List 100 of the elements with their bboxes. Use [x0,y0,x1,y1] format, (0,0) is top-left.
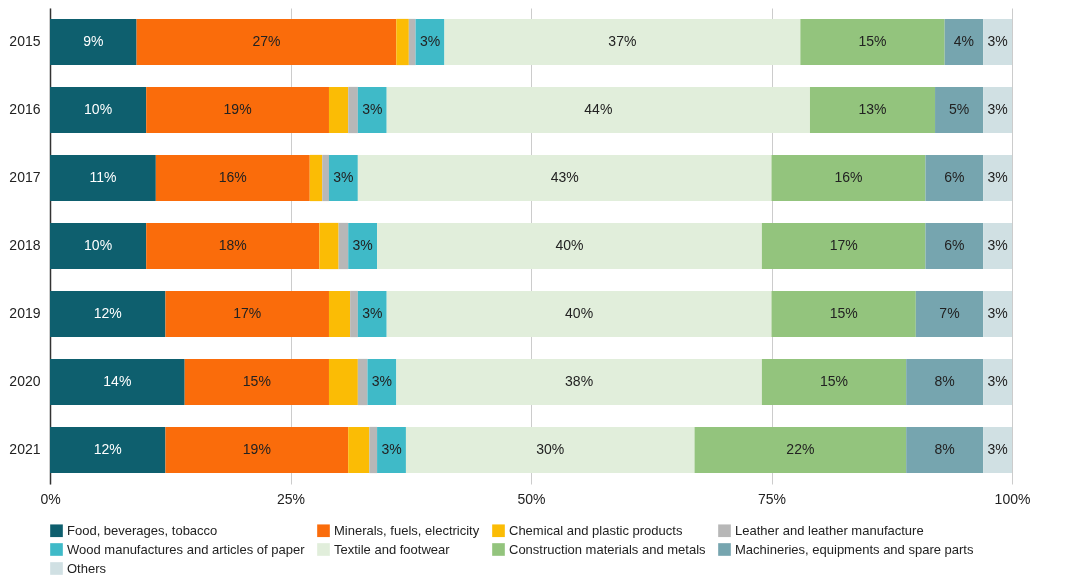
data-label: 17% [233,305,262,321]
bar [367,358,397,406]
bar [396,18,409,66]
data-label: 3% [362,101,383,117]
data-label: 19% [223,101,252,117]
x-tick-label: 50% [517,490,546,507]
legend-label: Food, beverages, tobacco [67,522,218,538]
data-label: 3% [987,441,1008,457]
x-tick-label: 25% [276,490,306,507]
bar [983,86,1012,134]
legend-label: Wood manufactures and articles of paper [67,541,306,557]
data-label: 22% [786,441,815,457]
bar [771,290,916,338]
bar [328,154,358,202]
data-label: 27% [252,33,281,49]
data-label: 8% [934,441,955,457]
bar [165,426,349,474]
data-label: 18% [218,237,247,253]
data-label: 3% [371,373,393,389]
bar [983,358,1012,406]
bar [915,290,984,338]
data-label: 6% [944,237,965,253]
bar [444,18,801,66]
bar [50,358,185,406]
bar [983,154,1012,202]
bar [319,222,339,270]
bar [408,18,416,66]
bar [322,154,329,202]
bar [809,86,936,134]
bar [983,426,1012,474]
bar [405,426,695,474]
bar [800,18,945,66]
bar [146,86,329,134]
bar [694,426,907,474]
data-label: 30% [536,441,565,457]
data-label: 3% [987,33,1008,49]
bar [338,222,349,270]
data-label: 15% [820,373,849,389]
bar [184,358,329,406]
bar [906,426,984,474]
data-label: 3% [352,237,373,253]
data-label: 38% [565,373,594,389]
bar [386,290,772,338]
y-tick-label: 2021 [9,441,41,457]
data-label: 3% [333,169,354,185]
data-label: 12% [93,441,122,457]
bar [350,290,358,338]
data-label: 4% [953,33,975,49]
data-label: 6% [944,169,965,185]
bar [357,154,772,202]
data-label: 3% [987,373,1008,389]
data-label: 15% [829,305,858,321]
bar [983,18,1012,66]
bar [377,222,762,270]
data-label: 5% [948,101,970,117]
data-label: 17% [829,237,858,253]
bar [357,290,387,338]
bar [377,426,406,474]
bar [136,18,397,66]
bar [50,154,156,202]
y-tick-label: 2015 [9,33,41,49]
legend-label: Leather and leather manufacture [735,522,924,538]
data-label: 40% [555,237,584,253]
bar [983,290,1012,338]
data-label: 15% [858,33,887,49]
bar [386,86,810,134]
legend-label: Others [67,560,107,576]
bar [50,426,166,474]
y-tick-label: 2016 [9,101,41,117]
bar [925,222,984,270]
data-label: 44% [584,101,613,117]
bar [357,86,387,134]
bar [50,290,166,338]
legend-label: Construction materials and metals [509,541,707,557]
data-label: 3% [419,33,441,49]
bar [761,222,926,270]
bar [396,358,762,406]
bar [309,154,323,202]
data-label: 43% [550,169,579,185]
data-label: 10% [84,237,113,253]
data-label: 19% [242,441,271,457]
bar [925,154,984,202]
bar [50,86,147,134]
data-label: 11% [89,169,117,185]
legend-label: Chemical and plastic products [509,522,683,538]
bar [369,426,378,474]
bar [357,358,368,406]
data-label: 8% [934,373,955,389]
data-label: 3% [381,441,402,457]
data-label: 10% [84,101,113,117]
bar [348,86,358,134]
x-tick-label: 0% [40,490,61,507]
legend-label: Textile and footwear [334,541,451,557]
x-tick-label: 75% [757,490,787,507]
bar [761,358,907,406]
legend-label: Minerals, fuels, electricity [334,522,480,538]
data-label: 12% [93,305,122,321]
data-label: 3% [362,305,383,321]
bar [328,358,358,406]
bar [146,222,320,270]
